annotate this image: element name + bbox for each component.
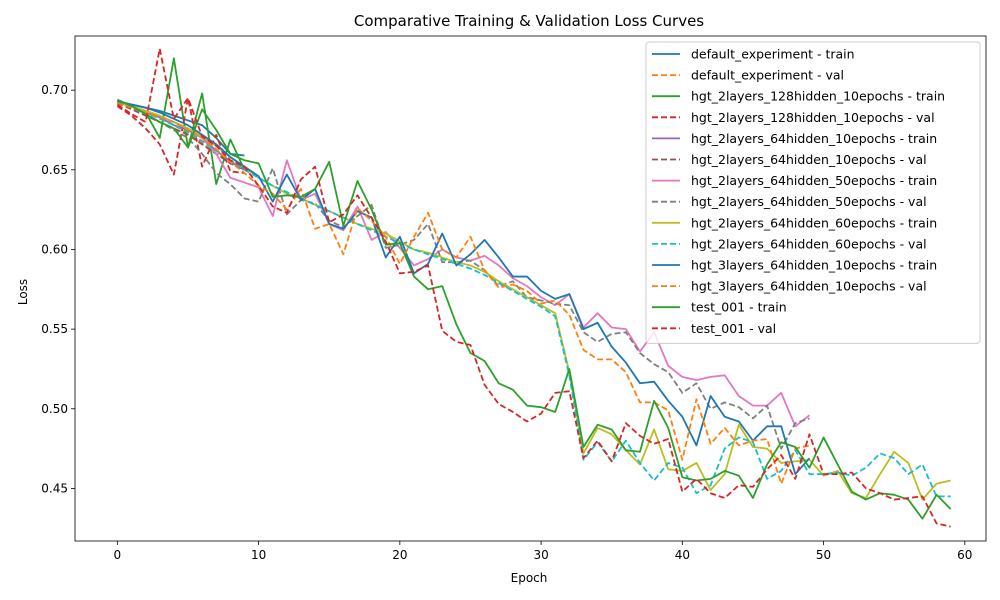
series-line-8 [117, 100, 810, 450]
x-tick-label: 0 [114, 548, 122, 562]
x-tick-label: 40 [675, 548, 690, 562]
series-line-6 [117, 102, 245, 171]
chart-title: Comparative Training & Validation Loss C… [354, 12, 704, 30]
legend-entry: hgt_2layers_64hidden_60epochs - val [691, 236, 927, 251]
legend-entry: hgt_2layers_64hidden_10epochs - train [691, 131, 937, 146]
legend-entry: hgt_3layers_64hidden_10epochs - val [691, 279, 927, 294]
legend-entry: default_experiment - val [691, 68, 844, 83]
y-tick-label: 0.65 [41, 163, 68, 177]
legend-entry: hgt_2layers_64hidden_50epochs - train [691, 173, 937, 188]
x-tick-label: 50 [816, 548, 831, 562]
legend-entry: default_experiment - train [691, 47, 855, 62]
x-axis-label: Epoch [511, 571, 548, 585]
plot-frame [74, 35, 987, 542]
y-tick-label: 0.60 [41, 242, 68, 256]
series-line-11 [117, 100, 811, 475]
y-axis-label: Loss [16, 279, 30, 305]
series-layer [116, 47, 952, 528]
y-tick-label: 0.70 [41, 83, 68, 97]
legend-entry: test_001 - train [691, 300, 787, 315]
series-line-10 [117, 102, 951, 498]
series-line-14 [116, 47, 951, 528]
legend-entry: hgt_2layers_64hidden_10epochs - val [691, 152, 927, 167]
x-tick-label: 60 [957, 548, 972, 562]
legend-entry: hgt_2layers_128hidden_10epochs - val [691, 110, 935, 125]
legend-entry: hgt_2layers_64hidden_60epochs - train [691, 215, 937, 230]
x-tick-label: 30 [533, 548, 548, 562]
y-tick-label: 0.55 [41, 322, 68, 336]
legend: default_experiment - train default_experi… [645, 41, 981, 344]
series-line-12 [117, 102, 810, 485]
legend-entry: hgt_2layers_64hidden_50epochs - val [691, 194, 927, 209]
y-axis: 0.45 0.50 0.55 0.60 0.65 0.70 [41, 83, 75, 495]
y-tick-label: 0.45 [41, 481, 68, 495]
y-tick-label: 0.50 [41, 402, 68, 416]
legend-entry: test_001 - val [691, 321, 776, 336]
x-tick-label: 20 [392, 548, 407, 562]
x-axis: 0 10 20 30 40 50 60 [114, 541, 972, 562]
legend-entry: hgt_3layers_64hidden_10epochs - train [691, 258, 937, 273]
x-tick-label: 10 [251, 548, 266, 562]
legend-entry: hgt_2layers_128hidden_10epochs - train [691, 89, 945, 104]
legend-box [645, 41, 981, 344]
series-line-13 [117, 98, 952, 520]
